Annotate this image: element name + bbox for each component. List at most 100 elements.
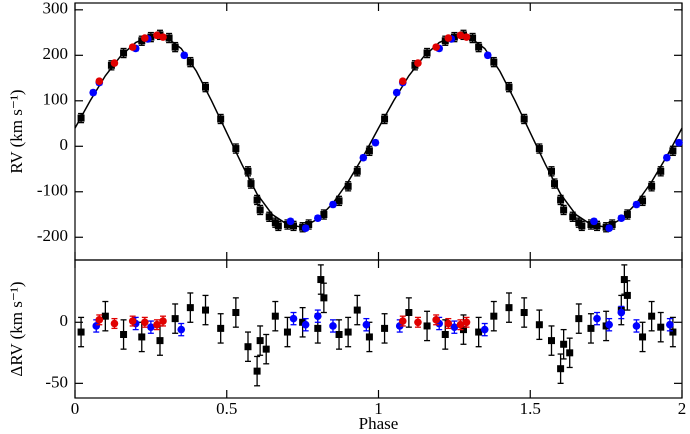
data-point	[405, 309, 413, 317]
data-point	[92, 322, 101, 330]
data-point	[289, 314, 298, 323]
data-point	[560, 340, 568, 348]
data-point	[441, 330, 449, 338]
data-point	[605, 224, 613, 232]
data-point	[617, 308, 626, 317]
data-point	[265, 213, 273, 221]
data-point	[663, 153, 671, 162]
data-point	[551, 180, 559, 188]
data-point	[186, 304, 194, 312]
data-point	[256, 337, 264, 345]
y-tick-label: 0	[60, 311, 69, 330]
data-point	[444, 34, 453, 42]
data-point	[648, 312, 656, 320]
data-point	[95, 316, 104, 324]
data-point	[301, 224, 310, 232]
data-point	[593, 314, 601, 323]
y-tick-label: 100	[43, 90, 69, 109]
data-point	[301, 320, 310, 329]
data-point	[675, 138, 683, 147]
data-point	[569, 213, 577, 221]
data-point	[77, 114, 85, 122]
data-point	[392, 88, 401, 97]
data-point	[490, 312, 498, 320]
data-point	[459, 326, 467, 334]
data-point	[639, 333, 647, 341]
data-point	[120, 330, 128, 338]
data-point	[329, 322, 337, 330]
data-point	[290, 222, 298, 230]
data-point	[520, 309, 528, 317]
data-point	[475, 43, 483, 51]
data-point	[299, 318, 307, 326]
data-point	[271, 312, 279, 320]
data-point	[77, 328, 85, 336]
data-point	[232, 309, 240, 317]
data-point	[547, 337, 555, 345]
data-point	[505, 83, 513, 91]
y-tick-label: 0	[60, 135, 69, 154]
data-point	[120, 49, 128, 57]
data-point	[283, 328, 291, 336]
data-point	[171, 315, 179, 323]
data-point	[177, 325, 186, 334]
data-point	[217, 115, 225, 123]
data-point	[423, 322, 431, 330]
data-point	[557, 365, 565, 373]
data-point	[362, 320, 371, 329]
data-point	[305, 221, 313, 229]
data-point	[314, 214, 322, 222]
data-point	[547, 167, 555, 175]
data-point	[414, 318, 422, 327]
x-tick-label: 0.5	[216, 399, 237, 418]
data-point	[244, 343, 252, 351]
data-point	[462, 33, 471, 41]
data-point	[244, 167, 252, 175]
y-axis-label: RV (km s⁻¹)	[7, 89, 26, 173]
data-point	[475, 328, 483, 336]
data-point	[608, 221, 616, 229]
data-point	[520, 115, 528, 123]
data-point	[669, 328, 677, 336]
x-axis-label: Phase	[359, 414, 399, 433]
data-point	[450, 323, 459, 331]
data-point	[623, 291, 631, 299]
data-point	[666, 320, 674, 329]
data-point	[344, 328, 352, 336]
y-tick-label: -100	[37, 181, 68, 200]
data-point	[253, 367, 261, 375]
data-point	[535, 145, 543, 153]
data-point	[344, 182, 352, 190]
data-point	[381, 115, 389, 123]
data-point	[320, 294, 328, 302]
data-point	[587, 221, 595, 229]
data-point	[639, 197, 647, 205]
data-point	[480, 325, 489, 334]
data-point	[274, 222, 282, 230]
data-point	[89, 88, 98, 97]
data-point	[329, 200, 337, 209]
data-point	[165, 34, 173, 42]
data-point	[262, 345, 270, 353]
data-point	[462, 318, 471, 327]
data-point	[128, 317, 137, 325]
data-point	[202, 306, 210, 314]
data-point	[648, 182, 656, 190]
data-point	[623, 211, 631, 219]
data-point	[101, 312, 109, 320]
data-point	[632, 200, 641, 209]
data-point	[432, 43, 440, 51]
y-tick-label: -50	[45, 372, 68, 391]
x-tick-label: 1	[374, 399, 383, 418]
data-point	[141, 318, 149, 327]
data-point	[620, 276, 628, 284]
data-point	[110, 59, 119, 67]
data-point	[141, 34, 149, 42]
data-point	[669, 147, 677, 155]
data-point	[398, 77, 407, 86]
data-point	[456, 31, 465, 40]
data-point	[286, 217, 295, 226]
data-point	[423, 49, 431, 57]
